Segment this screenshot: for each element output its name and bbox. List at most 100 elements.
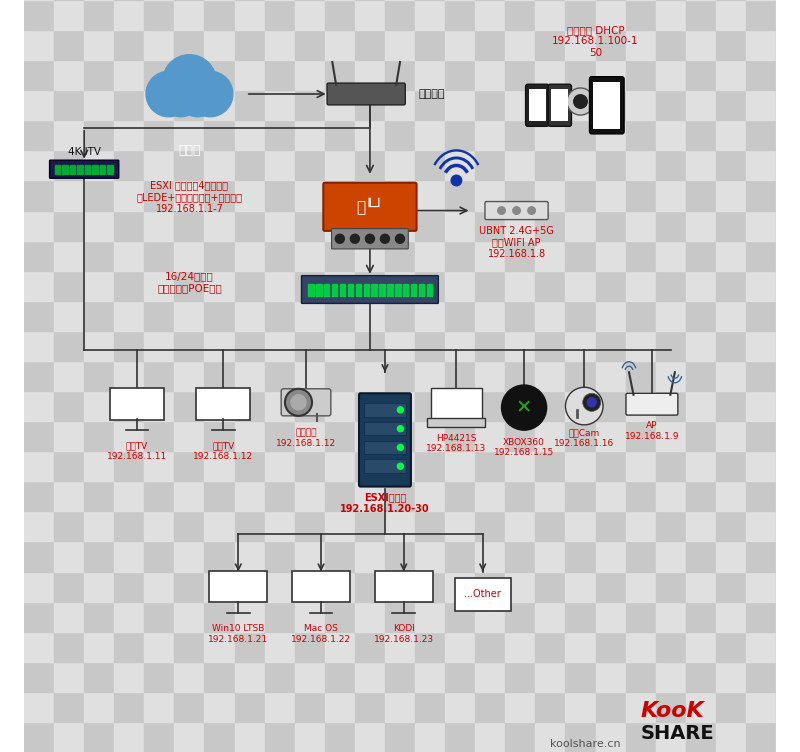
Bar	[265, 60, 294, 90]
Bar	[385, 211, 415, 241]
Bar	[385, 0, 415, 30]
Bar	[385, 421, 415, 451]
Bar	[475, 90, 506, 120]
Bar	[24, 722, 54, 752]
Bar	[84, 391, 114, 421]
Bar	[475, 211, 506, 241]
Bar	[415, 632, 445, 662]
Circle shape	[398, 407, 403, 413]
Bar	[566, 722, 595, 752]
Bar	[686, 391, 716, 421]
Bar	[144, 361, 174, 391]
Bar	[506, 60, 535, 90]
Circle shape	[381, 235, 390, 244]
Bar	[234, 722, 265, 752]
Circle shape	[587, 398, 596, 407]
Bar	[746, 722, 776, 752]
Bar	[174, 180, 205, 211]
Bar	[776, 301, 800, 331]
Bar	[54, 180, 84, 211]
FancyBboxPatch shape	[292, 571, 350, 602]
Bar	[385, 331, 415, 361]
Circle shape	[528, 207, 535, 214]
Bar	[566, 602, 595, 632]
Bar	[716, 90, 746, 120]
Bar	[265, 120, 294, 150]
Bar	[506, 632, 535, 662]
Bar	[205, 722, 234, 752]
Bar	[174, 541, 205, 572]
Bar	[325, 180, 355, 211]
Bar	[626, 421, 656, 451]
Bar	[54, 602, 84, 632]
Bar	[294, 692, 325, 722]
Text: ✕: ✕	[516, 398, 532, 417]
FancyBboxPatch shape	[529, 89, 546, 121]
Bar	[100, 165, 106, 174]
Bar	[445, 211, 475, 241]
Bar	[356, 284, 361, 296]
Bar	[716, 60, 746, 90]
Bar	[716, 150, 746, 180]
Bar	[265, 30, 294, 60]
Bar	[595, 60, 626, 90]
Bar	[475, 451, 506, 481]
Bar	[114, 602, 144, 632]
Bar	[174, 90, 205, 120]
Bar	[475, 511, 506, 541]
Circle shape	[291, 395, 306, 410]
Bar	[205, 511, 234, 541]
Bar	[385, 361, 415, 391]
Bar	[716, 0, 746, 30]
Bar	[234, 572, 265, 602]
Bar	[24, 150, 54, 180]
Circle shape	[398, 444, 403, 450]
Bar	[265, 301, 294, 331]
Bar	[656, 90, 686, 120]
Bar	[114, 481, 144, 511]
Bar	[415, 541, 445, 572]
Bar	[54, 301, 84, 331]
Bar	[385, 692, 415, 722]
Bar	[205, 451, 234, 481]
Bar	[114, 271, 144, 301]
Bar	[566, 301, 595, 331]
Bar	[535, 361, 566, 391]
Bar	[535, 572, 566, 602]
Text: Mac OS
192.168.1.22: Mac OS 192.168.1.22	[291, 624, 351, 644]
Bar	[24, 241, 54, 271]
Bar	[144, 90, 174, 120]
Bar	[415, 692, 445, 722]
Bar	[626, 602, 656, 632]
Bar	[506, 211, 535, 241]
Circle shape	[566, 387, 603, 425]
Bar	[566, 30, 595, 60]
Bar	[506, 271, 535, 301]
Bar	[114, 180, 144, 211]
Bar	[595, 722, 626, 752]
Bar	[656, 511, 686, 541]
Bar	[144, 481, 174, 511]
Text: AP
192.168.1.9: AP 192.168.1.9	[625, 421, 679, 441]
Bar	[84, 180, 114, 211]
Bar	[174, 632, 205, 662]
Bar	[475, 241, 506, 271]
Bar	[84, 271, 114, 301]
Bar	[626, 150, 656, 180]
Bar	[355, 451, 385, 481]
FancyBboxPatch shape	[210, 571, 267, 602]
Bar	[265, 541, 294, 572]
Bar	[174, 602, 205, 632]
Bar	[294, 602, 325, 632]
Bar	[84, 361, 114, 391]
Text: ...Other: ...Other	[464, 589, 501, 599]
Bar	[294, 572, 325, 602]
Bar	[114, 391, 144, 421]
Bar	[445, 331, 475, 361]
Bar	[54, 271, 84, 301]
Text: 千兆光猫: 千兆光猫	[419, 89, 446, 99]
Bar	[716, 30, 746, 60]
Bar	[205, 301, 234, 331]
Bar	[506, 481, 535, 511]
Bar	[234, 60, 265, 90]
